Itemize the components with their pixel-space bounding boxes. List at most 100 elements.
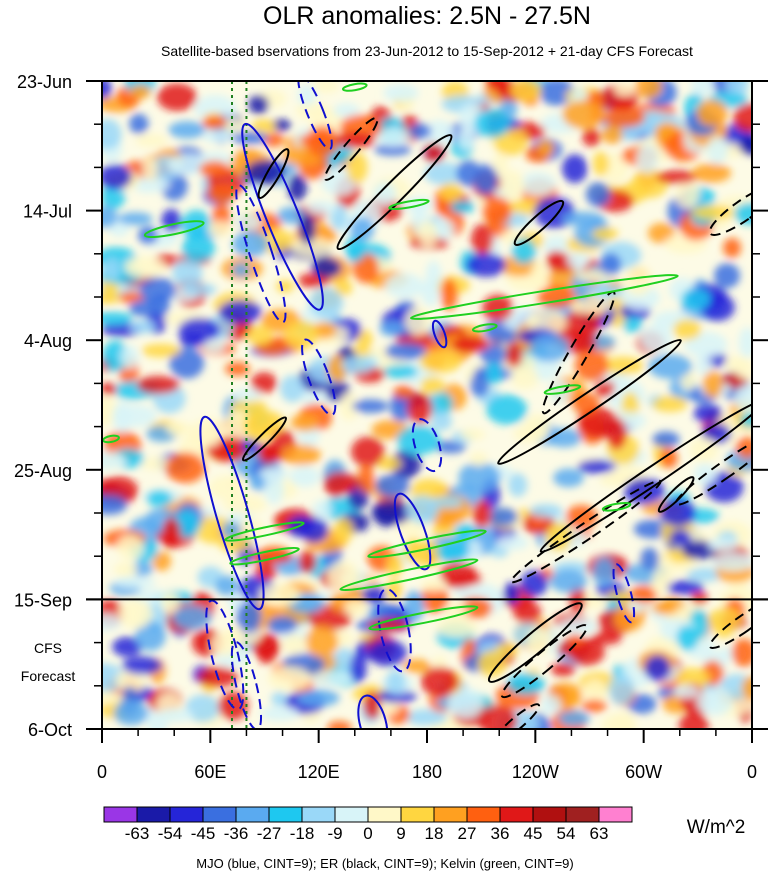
colorbar-swatch: [433, 806, 468, 823]
colorbar-swatch: [367, 806, 402, 823]
colorbar-swatch: [235, 806, 270, 823]
heatmap-cell: [141, 157, 158, 179]
heatmap-cell: [352, 399, 389, 413]
kelvin-contour: [368, 605, 479, 631]
heatmap-cell: [181, 209, 212, 240]
mjo-contour: [230, 641, 263, 729]
heatmap-cell: [676, 625, 699, 651]
kelvin-contour: [341, 82, 368, 92]
heatmap-cell: [436, 542, 469, 562]
heatmap-cell: [267, 615, 298, 634]
heatmap-cell: [102, 311, 133, 325]
heatmap-cell: [652, 395, 688, 413]
heatmap-cell: [129, 319, 156, 334]
heatmap-cell: [246, 325, 273, 346]
er-contour: [241, 416, 288, 462]
colorbar-swatch: [169, 806, 204, 823]
colorbar-label: 0: [363, 824, 372, 843]
heatmap-cell: [263, 473, 285, 505]
heatmap-cell: [445, 573, 483, 587]
er-contour: [336, 134, 453, 251]
heatmap-cell: [639, 547, 660, 571]
heatmap-cell: [299, 517, 329, 543]
heatmap-cell: [669, 529, 692, 547]
heatmap-cell: [129, 175, 171, 193]
heatmap-cell: [450, 200, 476, 214]
heatmap-cell: [223, 494, 267, 514]
heatmap-cell: [271, 691, 288, 707]
heatmap-cell: [427, 391, 454, 416]
heatmap-cell: [404, 306, 432, 336]
heatmap-cell: [465, 252, 507, 277]
forecast-label-cfs: CFS: [34, 640, 62, 656]
heatmap-cell: [152, 551, 172, 571]
heatmap-cell: [102, 206, 118, 228]
heatmap-cell: [341, 355, 375, 374]
heatmap-cell: [634, 81, 663, 99]
heatmap-cell: [651, 568, 669, 596]
heatmap-cell: [418, 220, 438, 249]
kelvin-contour: [388, 198, 430, 210]
heatmap-cell: [146, 490, 173, 507]
colorbar-swatch: [598, 806, 633, 823]
heatmap-cell: [157, 708, 194, 723]
heatmap-cell: [492, 152, 509, 177]
heatmap-cell: [693, 404, 723, 423]
heatmap-cell: [420, 376, 445, 395]
heatmap-cell: [592, 151, 610, 176]
heatmap-cell: [447, 687, 484, 720]
heatmap-cell: [471, 223, 494, 256]
heatmap-cell: [530, 259, 548, 288]
heatmap-cell: [592, 557, 616, 587]
colorbar-label: 18: [425, 824, 444, 843]
x-tick-label: 60W: [625, 762, 662, 782]
heatmap-cell: [565, 505, 598, 529]
heatmap-cell: [482, 196, 512, 226]
heatmap-cell: [472, 499, 492, 529]
heatmap-cell: [390, 450, 421, 479]
heatmap-cell: [375, 127, 411, 147]
heatmap-cell: [202, 115, 228, 130]
mjo-contour: [235, 184, 287, 324]
heatmap-cell: [585, 182, 611, 207]
colorbar-swatch: [202, 806, 237, 823]
colorbar-unit: W/m^2: [687, 817, 746, 838]
heatmap-cell: [473, 164, 498, 195]
er-contour: [674, 433, 752, 506]
heatmap-cell: [226, 474, 246, 489]
heatmap-cell: [327, 720, 352, 729]
heatmap-cell: [558, 710, 590, 727]
colorbar-label: -36: [224, 824, 249, 843]
heatmap-cell: [474, 108, 511, 139]
er-contour: [323, 116, 379, 181]
colorbar-label: 36: [491, 824, 510, 843]
heatmap-cell: [282, 633, 307, 655]
heatmap-cell: [312, 499, 332, 520]
heatmap-cell: [386, 552, 404, 577]
heatmap-cell: [408, 123, 432, 140]
heatmap-cell: [713, 263, 740, 289]
heatmap-cell: [665, 580, 704, 596]
heatmap-cell: [540, 694, 562, 715]
er-contour: [497, 338, 682, 465]
chart-title: OLR anomalies: 2.5N - 27.5N: [263, 2, 591, 30]
heatmap-cell: [102, 118, 122, 150]
heatmap-cell: [477, 650, 507, 677]
heatmap-cell: [118, 212, 153, 226]
heatmap-field: [102, 81, 752, 729]
heatmap-cell: [223, 118, 247, 134]
heatmap-cell: [260, 706, 299, 721]
heatmap-cell: [691, 163, 732, 183]
heatmap-cell: [306, 200, 337, 215]
er-contour: [708, 599, 752, 649]
mjo-contour: [301, 338, 337, 416]
heatmap-cell: [298, 550, 317, 574]
heatmap-cell: [486, 394, 528, 425]
heatmap-cell: [224, 361, 251, 377]
heatmap-cell: [333, 278, 353, 296]
heatmap-cell: [470, 371, 490, 398]
heatmap-cell: [591, 631, 622, 645]
heatmap-cell: [344, 234, 366, 263]
heatmap-cell: [194, 94, 237, 123]
colorbar-label: -63: [125, 824, 150, 843]
